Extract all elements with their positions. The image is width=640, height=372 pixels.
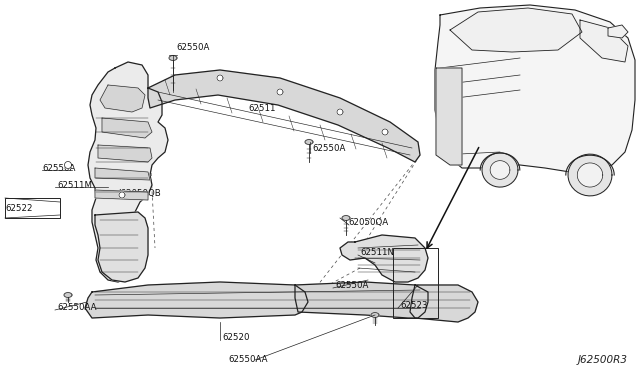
Polygon shape (450, 8, 582, 52)
Polygon shape (337, 109, 343, 115)
Polygon shape (88, 62, 168, 282)
Polygon shape (65, 161, 72, 169)
Text: 62522: 62522 (5, 203, 33, 212)
Polygon shape (295, 282, 428, 318)
Polygon shape (410, 285, 478, 322)
Text: 62550A: 62550A (42, 164, 76, 173)
Polygon shape (64, 293, 72, 297)
Text: 62550A: 62550A (335, 280, 369, 289)
Polygon shape (482, 153, 518, 187)
Polygon shape (119, 192, 125, 198)
Polygon shape (169, 55, 177, 60)
Polygon shape (102, 118, 152, 138)
Polygon shape (340, 235, 428, 282)
Text: 62520: 62520 (222, 334, 250, 343)
Text: 62511N: 62511N (360, 247, 394, 257)
Polygon shape (98, 145, 152, 162)
Polygon shape (148, 70, 420, 162)
Polygon shape (95, 190, 148, 200)
Text: 62050QA: 62050QA (348, 218, 388, 227)
Polygon shape (305, 140, 313, 144)
Text: 62550A: 62550A (176, 42, 209, 51)
Polygon shape (85, 282, 308, 318)
Text: J62050QB: J62050QB (118, 189, 161, 198)
Polygon shape (371, 312, 379, 317)
Text: 62511: 62511 (248, 103, 275, 112)
Polygon shape (490, 161, 510, 179)
Text: 62550AA: 62550AA (57, 304, 97, 312)
Polygon shape (277, 89, 283, 95)
Polygon shape (435, 5, 635, 172)
Polygon shape (436, 68, 462, 165)
Polygon shape (568, 154, 612, 196)
Polygon shape (217, 75, 223, 81)
Text: 62550A: 62550A (312, 144, 346, 153)
Polygon shape (608, 25, 628, 38)
Polygon shape (577, 163, 603, 187)
Polygon shape (95, 168, 150, 180)
Polygon shape (95, 212, 148, 282)
Polygon shape (382, 129, 388, 135)
Polygon shape (580, 20, 628, 62)
Polygon shape (100, 85, 145, 112)
Text: 62550AA: 62550AA (228, 356, 268, 365)
Polygon shape (342, 216, 350, 220)
Text: J62500R3: J62500R3 (578, 355, 628, 365)
Text: 62523: 62523 (400, 301, 428, 311)
Text: 62511M: 62511M (57, 180, 92, 189)
